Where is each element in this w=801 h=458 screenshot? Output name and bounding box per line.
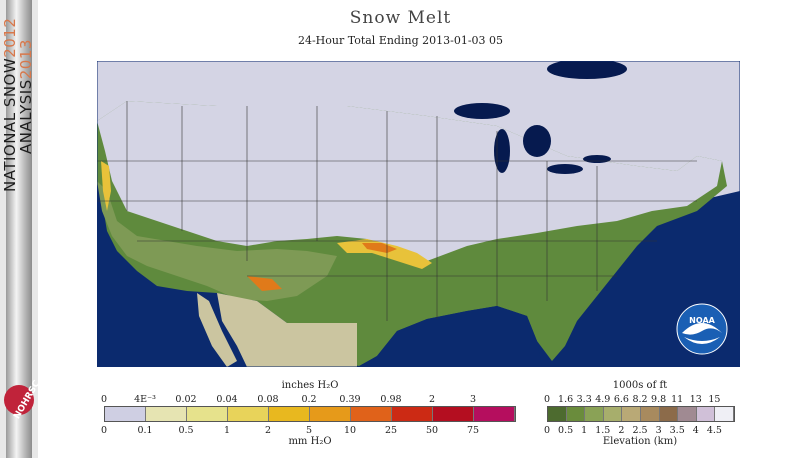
elev-top-label: 1.6: [558, 394, 574, 405]
snow-top-label: 2: [428, 394, 436, 405]
snow-bottom-label: 0.5: [178, 425, 194, 436]
elev-swatch: [622, 407, 641, 421]
snow-bottom-label: 1: [223, 425, 231, 436]
snow-bottom-label: 75: [466, 425, 480, 436]
elev-bottom-label: 3.5: [669, 425, 685, 436]
elev-bottom-label: 4: [692, 425, 699, 436]
lake-erie: [547, 164, 583, 174]
snow-swatch: [146, 407, 187, 421]
western-terrain: [97, 181, 337, 301]
banner-title: NATIONAL SNOW2012 ANALYSIS2013: [1, 2, 36, 192]
snow-bottom-label: 5: [305, 425, 313, 436]
banner-line2-text: ANALYSIS: [17, 79, 35, 154]
snow-swatch: [187, 407, 228, 421]
snow-top-label: 0.08: [257, 394, 279, 405]
snow-bottom-label: 50: [425, 425, 439, 436]
snow-top-label: 0: [100, 394, 108, 405]
snow-cover-us: [97, 101, 722, 261]
left-banner: NATIONAL SNOW2012 ANALYSIS2013 NOHRSC: [0, 0, 38, 458]
elev-swatch: [659, 407, 679, 421]
snow-top-label: 0.39: [339, 394, 361, 405]
lake-huron: [523, 125, 551, 157]
elev-top-label: 4.9: [595, 394, 611, 405]
elev-legend-bar: [547, 406, 735, 422]
snow-top-label: 4E⁻³: [134, 394, 156, 405]
snow-swatch: [105, 407, 146, 421]
snow-swatch: [351, 407, 392, 421]
lake-ontario: [583, 155, 611, 163]
noaa-logo-text: NOAA: [689, 316, 715, 325]
snow-bottom-label: 25: [384, 425, 398, 436]
melt-west-coast: [101, 161, 111, 211]
banner-pole-graphic: [6, 0, 32, 458]
state-boundaries: [97, 101, 697, 321]
elev-swatch: [603, 407, 623, 421]
elev-top-label: 3.3: [576, 394, 592, 405]
elev-top-label: 8.2: [632, 394, 648, 405]
elev-swatch: [641, 407, 660, 421]
snow-swatch: [474, 407, 515, 421]
noaa-logo-wave: [684, 337, 720, 344]
snow-bottom-label: 10: [343, 425, 357, 436]
snow-top-label: 0.2: [301, 394, 317, 405]
mexico-block: [247, 323, 357, 367]
elev-top-label: 9.8: [651, 394, 667, 405]
melt-arizona: [247, 276, 282, 291]
elev-bottom-label: 3: [655, 425, 662, 436]
noaa-logo-bird: [682, 323, 722, 335]
elev-top-label: 13: [689, 394, 702, 405]
snow-top-label: 3: [469, 394, 477, 405]
elev-swatch: [678, 407, 697, 421]
snow-top-label: 0.04: [216, 394, 238, 405]
snow-legend-top-title: inches H₂O: [281, 380, 339, 391]
snow-swatch: [392, 407, 433, 421]
elev-top-label: 11: [671, 394, 684, 405]
elev-bottom-label: 2: [618, 425, 625, 436]
map-title: Snow Melt: [349, 8, 452, 28]
nohrsc-logo: [4, 385, 34, 415]
snow-swatch: [269, 407, 310, 421]
elev-bottom-label: 1: [581, 425, 588, 436]
snow-bottom-label: 0.1: [137, 425, 153, 436]
elev-legend-top-title: 1000s of ft: [612, 380, 668, 391]
melt-band-texas: [337, 239, 432, 269]
snow-melt-map: [97, 61, 740, 367]
gulf-of-mexico: [359, 306, 542, 367]
snow-swatch: [433, 407, 474, 421]
elev-top-label: 0: [543, 394, 551, 405]
elev-swatch: [585, 407, 604, 421]
snow-bottom-label: 0: [100, 425, 108, 436]
snow-top-label: 0.02: [175, 394, 197, 405]
snow-swatch: [228, 407, 269, 421]
snow-legend-bottom-title: mm H₂O: [288, 436, 332, 447]
elev-bottom-label: 4.5: [706, 425, 722, 436]
map-subtitle: 24-Hour Total Ending 2013-01-03 05: [297, 34, 504, 47]
baja-peninsula: [197, 293, 237, 367]
snow-swatch: [310, 407, 351, 421]
elev-legend-bottom-title: Elevation (km): [602, 436, 678, 447]
elev-bottom-label: 0: [543, 425, 551, 436]
snow-bottom-label: 2: [264, 425, 272, 436]
elev-swatch: [715, 407, 734, 421]
elev-bottom-label: 1.5: [595, 425, 611, 436]
melt-band-orange: [362, 243, 397, 253]
noaa-logo: NOAA: [676, 303, 728, 355]
snow-legend-bar: [104, 406, 516, 422]
elev-bottom-label: 2.5: [632, 425, 648, 436]
hudson-bay-inlet: [547, 61, 627, 79]
elev-swatch: [566, 407, 586, 421]
lake-michigan: [494, 129, 510, 173]
elev-top-label: 15: [708, 394, 721, 405]
elev-top-label: 6.6: [613, 394, 629, 405]
lake-superior: [454, 103, 510, 119]
snow-top-label: 0.98: [380, 394, 402, 405]
elev-swatch: [696, 407, 716, 421]
elev-swatch: [548, 407, 567, 421]
elev-bottom-label: 0.5: [558, 425, 574, 436]
